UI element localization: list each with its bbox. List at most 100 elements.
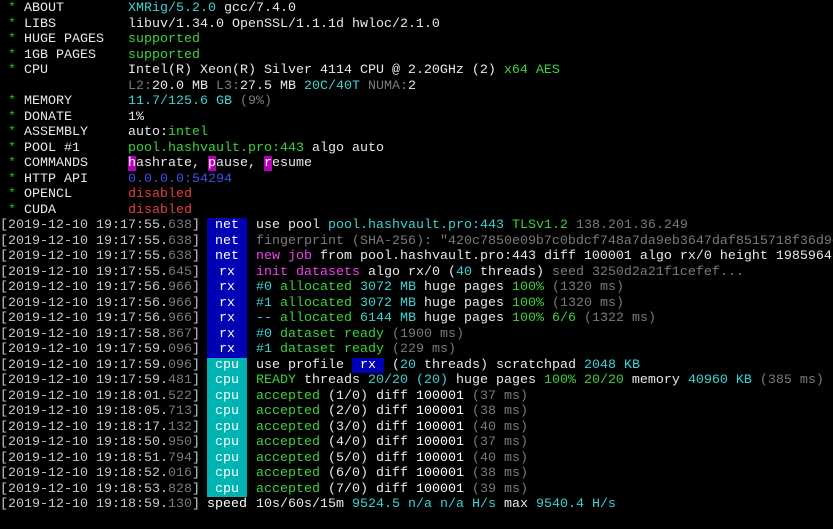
message-segment: huge pages [415, 295, 512, 311]
timestamp-bracket: ] [191, 404, 200, 419]
log-tag-rx: rx [207, 295, 247, 311]
message-segment: 3072 MB [359, 280, 416, 295]
message-segment: pool.hashvault.pro:443 [327, 218, 512, 233]
message-segment: threads [296, 373, 368, 388]
timestamp-main: [2019-12-10 19:17:56. [0, 311, 168, 326]
log-tag-rx: rx [207, 326, 247, 342]
log-line: [2019-12-10 19:17:55.645] rx init datasets… [0, 264, 833, 280]
info-row: * CPU Intel(R) Xeon(R) Silver 4114 CPU @ 2… [0, 63, 833, 79]
message-segment: dataset ready [272, 342, 384, 357]
message-segment: 100001 [415, 481, 464, 497]
log-message: #0 dataset ready (1900 ms) [256, 327, 464, 343]
bullet-star-icon: * [8, 156, 16, 171]
info-value: libuv/1.34.0 OpenSSL/1.1.1d hwloc/2.1.0 [128, 17, 440, 33]
info-label: COMMANDS [24, 156, 88, 171]
timestamp-ms: 645 [167, 264, 192, 280]
log-timestamp: [2019-12-10 19:17:59.096] [0, 342, 200, 358]
message-segment: from pool.hashvault.pro:443 diff 100001 … [312, 249, 832, 264]
timestamp-ms: 132 [167, 419, 192, 435]
message-segment: 100% 20/20 [543, 373, 624, 388]
info-label: ABOUT [24, 1, 64, 16]
log-line: [2019-12-10 19:18:51.794] cpu accepted (5/… [0, 450, 833, 466]
message-segment: algo rx/0 ( [359, 264, 456, 280]
message-segment: 3072 MB [359, 295, 416, 311]
value-segment: pool.hashvault.pro:443 [128, 140, 304, 156]
log-line: [2019-12-10 19:17:55.638] net new job from… [0, 249, 833, 265]
info-label: MEMORY [24, 94, 72, 109]
value-segment: 0.0.0.0:54294 [128, 171, 232, 187]
log-timestamp: [2019-12-10 19:17:56.966] [0, 311, 200, 327]
message-segment: (40 ms) [463, 450, 528, 466]
message-segment: huge pages [415, 280, 512, 295]
log-timestamp: [2019-12-10 19:18:59.130] [0, 497, 200, 513]
message-segment: (4/0) diff [320, 435, 416, 450]
log-message: READY threads 20/20 (20) huge pages 100%… [256, 373, 824, 389]
message-segment: (2/0) diff [320, 404, 416, 419]
message-segment: TLSv1.2 [511, 218, 568, 233]
message-segment: init datasets [256, 264, 360, 280]
message-segment: (37 ms) [463, 388, 528, 404]
value-segment: p [207, 156, 216, 171]
message-segment: 10s/60s/15m [256, 497, 352, 512]
log-message: use pool pool.hashvault.pro:443 TLSv1.2 … [256, 218, 688, 234]
bullet-star-icon: * [8, 125, 16, 140]
log-tag-net: net [207, 233, 247, 249]
info-value: L2:20.0 MB L3:27.5 MB 20C/40T NUMA:2 [128, 79, 416, 95]
value-segment: gcc/7.4.0 [215, 1, 296, 16]
message-segment: #0 [256, 326, 272, 342]
bullet-star-icon: * [8, 94, 16, 109]
message-segment: (6/0) diff [320, 466, 416, 481]
log-line: [2019-12-10 19:17:56.966] rx -- allocated … [0, 311, 833, 327]
log-tag-cpu: cpu [207, 419, 247, 435]
message-segment: new job [256, 249, 312, 264]
timestamp-ms: 950 [167, 435, 192, 450]
message-segment: (1900 ms) [383, 326, 464, 342]
info-row: * LIBS libuv/1.34.0 OpenSSL/1.1.1d hwloc/2… [0, 17, 833, 33]
timestamp-bracket: ] [191, 435, 200, 450]
info-label: POOL #1 [24, 140, 80, 156]
timestamp-bracket: ] [191, 264, 200, 280]
message-segment: (39 ms) [463, 481, 528, 497]
log-timestamp: [2019-12-10 19:17:55.638] [0, 249, 200, 265]
timestamp-bracket: ] [191, 373, 200, 388]
value-segment: NUMA: [360, 78, 408, 94]
log-line: [2019-12-10 19:17:58.867] rx #0 dataset re… [0, 326, 833, 343]
message-segment: 20/20 (20) [367, 373, 448, 388]
log-tag-cpu: cpu [207, 435, 247, 451]
message-segment: dataset ready [272, 326, 384, 342]
timestamp-bracket: ] [191, 249, 200, 264]
info-label: ASSEMBLY [24, 125, 88, 140]
timestamp-ms: 966 [167, 311, 192, 326]
bullet-star-icon: * [8, 187, 16, 202]
message-segment: (229 ms) [383, 342, 456, 357]
value-segment: 20.0 MB [152, 78, 216, 94]
message-segment: #1 [256, 295, 272, 311]
timestamp-bracket: ] [191, 357, 200, 373]
log-tag-speed: speed [207, 497, 247, 512]
timestamp-main: [2019-12-10 19:18:52. [0, 466, 168, 481]
message-segment: 100001 [415, 388, 464, 404]
timestamp-main: [2019-12-10 19:18:50. [0, 435, 168, 450]
message-segment: accepted [256, 404, 320, 419]
log-message: accepted (2/0) diff 100001 (38 ms) [256, 404, 528, 420]
message-segment: 100001 [415, 466, 464, 481]
log-line: [2019-12-10 19:17:59.096] cpu use profile … [0, 357, 833, 374]
log-line: [2019-12-10 19:18:52.016] cpu accepted (6/… [0, 466, 833, 482]
bullet-star-icon: * [8, 109, 16, 125]
message-segment: ( [383, 357, 400, 373]
info-row: * 1GB PAGES supported [0, 48, 833, 64]
value-segment: esume [271, 156, 312, 171]
message-segment: 20 [399, 357, 416, 373]
timestamp-bracket: ] [191, 326, 200, 342]
bullet-star-icon: * [8, 140, 16, 156]
bullet-star-icon: * [8, 1, 16, 16]
message-segment: (1320 ms) [543, 295, 624, 311]
value-segment: 20C/40T [304, 78, 360, 94]
value-segment: disabled [128, 187, 192, 202]
log-tag-net: net [207, 218, 247, 234]
log-tag-cpu: cpu [207, 388, 247, 404]
log-message: accepted (7/0) diff 100001 (39 ms) [256, 482, 528, 498]
log-message: use profile rx (20 threads) scratchpad 2… [256, 357, 640, 374]
info-value: Intel(R) Xeon(R) Silver 4114 CPU @ 2.20G… [128, 63, 560, 79]
value-segment: ashrate, [136, 156, 208, 171]
